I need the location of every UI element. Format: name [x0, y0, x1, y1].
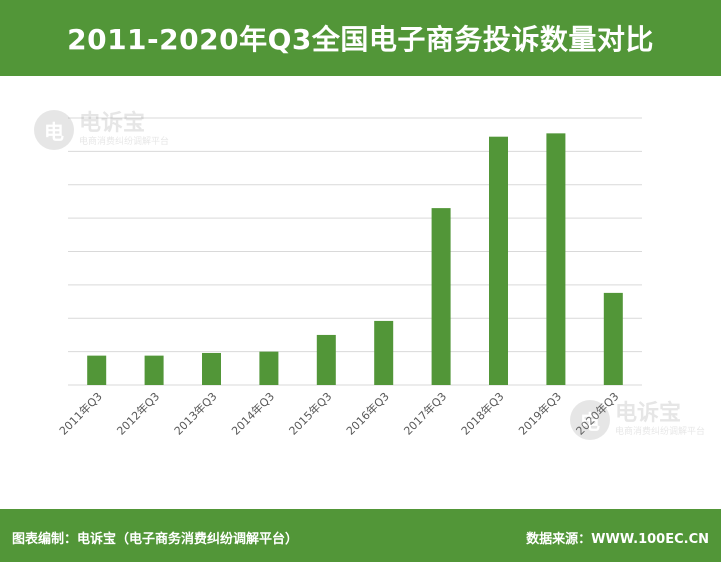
bar	[144, 355, 164, 385]
bar	[431, 208, 451, 385]
footer-source: 数据来源：WWW.100EC.CN	[526, 532, 709, 547]
title-bar: 2011-2020年Q3全国电子商务投诉数量对比	[0, 0, 721, 76]
watermark-brand: 电诉宝	[615, 401, 682, 426]
bar	[546, 133, 566, 385]
bar	[87, 355, 107, 385]
shield-icon: 电	[34, 110, 74, 150]
footer-bar: 图表编制：电诉宝（电子商务消费纠纷调解平台） 数据来源：WWW.100EC.CN	[0, 509, 721, 562]
watermark-top-left: 电 电诉宝 电商消费纠纷调解平台	[34, 110, 169, 150]
bar	[316, 334, 336, 385]
chart-title: 2011-2020年Q3全国电子商务投诉数量对比	[67, 23, 654, 56]
bar	[603, 292, 623, 385]
x-tick-label: 2017年Q3	[401, 389, 450, 438]
x-tick-label: 2012年Q3	[114, 389, 163, 438]
x-tick-label: 2016年Q3	[343, 389, 392, 438]
x-tick-label: 2013年Q3	[171, 389, 220, 438]
x-tick-label: 2015年Q3	[286, 389, 335, 438]
watermark-subtitle: 电商消费纠纷调解平台	[79, 137, 170, 147]
footer-credit: 图表编制：电诉宝（电子商务消费纠纷调解平台）	[12, 532, 299, 547]
x-tick-label: 2019年Q3	[515, 389, 564, 438]
watermark-bottom-right: 电 电诉宝 电商消费纠纷调解平台	[570, 400, 705, 440]
bar	[374, 320, 394, 385]
watermark-brand: 电诉宝	[79, 111, 146, 136]
x-tick-label: 2014年Q3	[228, 389, 277, 438]
bar	[259, 351, 279, 385]
bar	[202, 352, 221, 385]
bar	[489, 136, 508, 385]
shield-icon: 电	[570, 400, 610, 440]
x-tick-label: 2018年Q3	[458, 389, 507, 438]
watermark-subtitle: 电商消费纠纷调解平台	[615, 427, 706, 437]
x-tick-label: 2011年Q3	[56, 389, 105, 438]
